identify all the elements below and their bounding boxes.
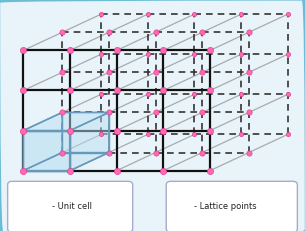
Polygon shape (23, 152, 109, 171)
Polygon shape (70, 112, 109, 171)
Polygon shape (62, 112, 109, 152)
Polygon shape (23, 112, 62, 171)
Polygon shape (23, 112, 109, 131)
Polygon shape (28, 190, 49, 218)
Polygon shape (23, 131, 70, 171)
Text: - Lattice points: - Lattice points (194, 202, 256, 211)
Polygon shape (20, 196, 41, 224)
Polygon shape (20, 190, 49, 196)
Text: - Unit cell: - Unit cell (52, 202, 92, 211)
